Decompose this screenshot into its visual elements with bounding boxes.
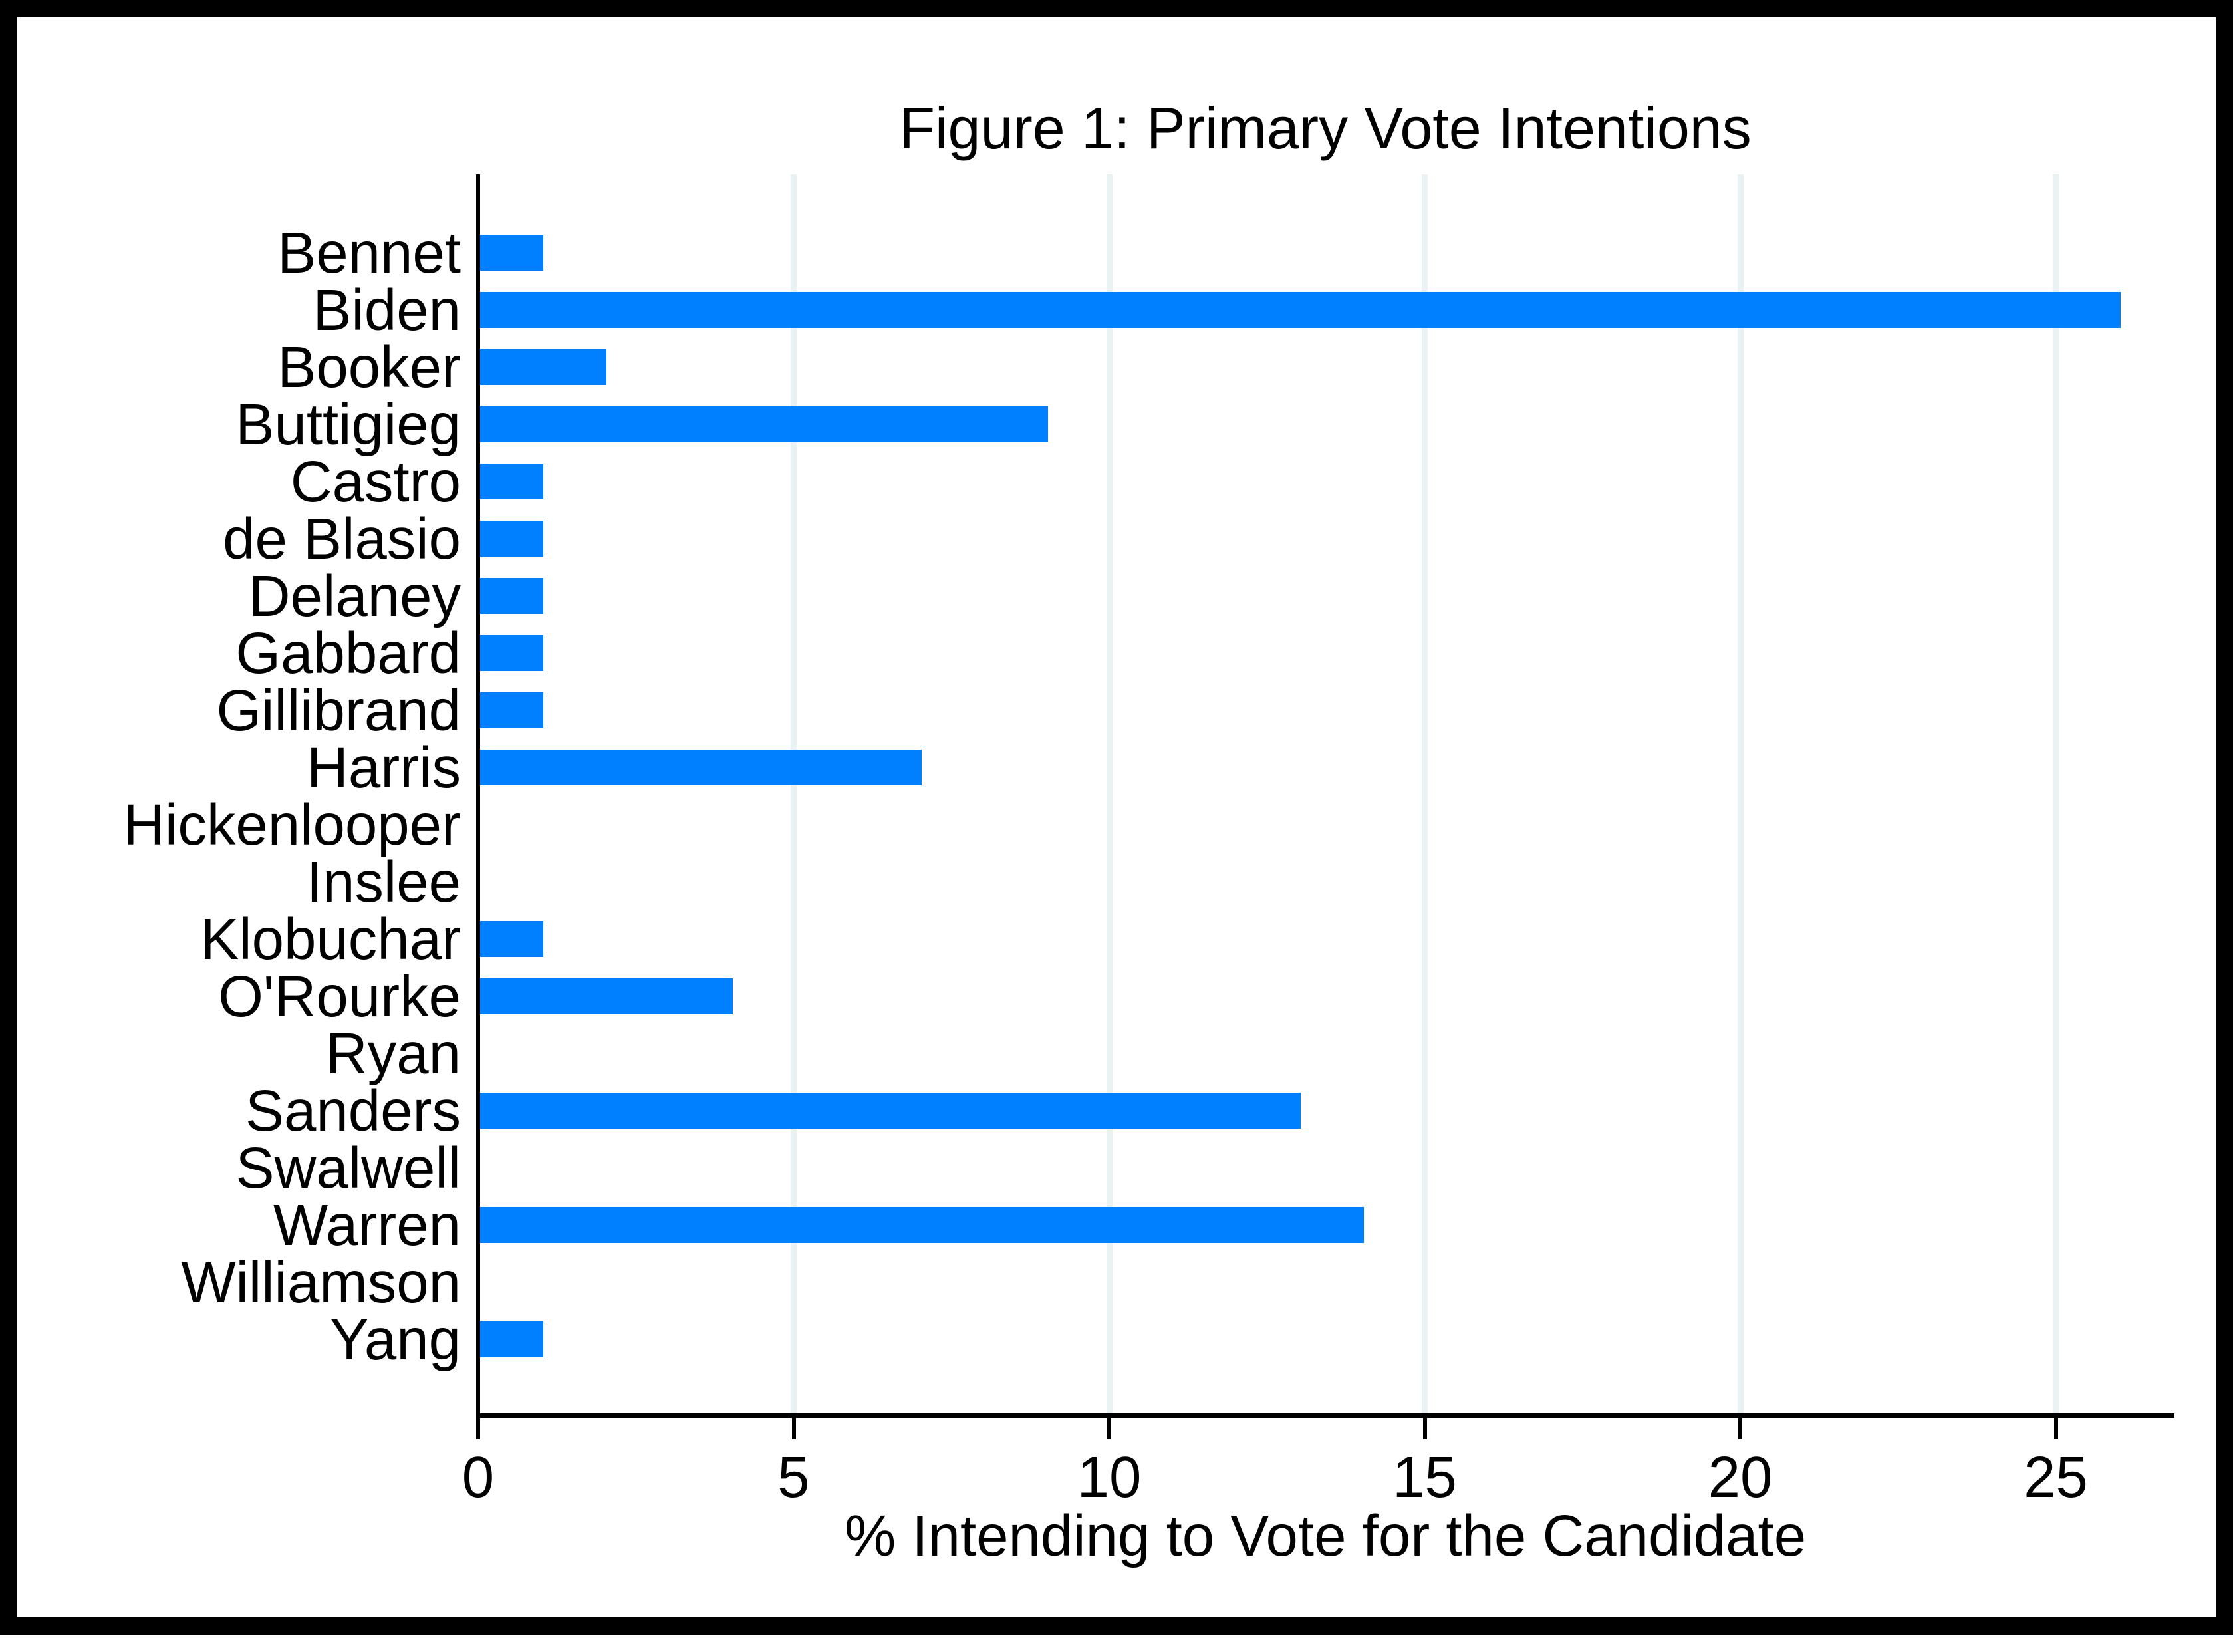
gridline xyxy=(1106,174,1113,1413)
y-axis-line xyxy=(476,174,480,1439)
category-label: Yang xyxy=(330,1307,461,1372)
x-tick xyxy=(1422,1418,1427,1439)
plot-area: Bennet Biden Booker Buttigieg Castro de Blasi… xyxy=(17,17,2233,1652)
x-tick-label: 15 xyxy=(1392,1445,1457,1510)
bar xyxy=(480,635,543,671)
gridline xyxy=(791,174,797,1413)
category-label: Castro xyxy=(290,449,461,514)
category-label: Hickenlooper xyxy=(123,792,461,857)
x-tick xyxy=(476,1418,480,1439)
bar xyxy=(480,978,733,1014)
category-label: Williamson xyxy=(181,1250,461,1315)
bar xyxy=(480,292,2121,328)
bar xyxy=(480,1207,1364,1243)
category-label: Sanders xyxy=(245,1078,461,1143)
x-tick-label: 10 xyxy=(1077,1445,1142,1510)
x-tick-label: 25 xyxy=(2024,1445,2088,1510)
category-label: Swalwell xyxy=(235,1135,461,1200)
gridline xyxy=(1422,174,1428,1413)
category-label: Bennet xyxy=(277,220,461,285)
bar xyxy=(480,692,543,728)
chart-title: Figure 1: Primary Vote Intentions xyxy=(899,95,1752,161)
x-axis-line xyxy=(476,1413,2174,1418)
bar xyxy=(480,1093,1301,1129)
x-axis-label: % Intending to Vote for the Candidate xyxy=(844,1504,1807,1568)
x-tick xyxy=(1738,1418,1742,1439)
category-label: Gabbard xyxy=(235,620,461,686)
x-tick xyxy=(2053,1418,2058,1439)
bar xyxy=(480,578,543,614)
x-tick xyxy=(791,1418,796,1439)
bar xyxy=(480,1321,543,1357)
category-label: Booker xyxy=(277,335,461,400)
category-label: Klobuchar xyxy=(200,906,461,972)
x-tick-label: 20 xyxy=(1708,1445,1773,1510)
category-label: Gillibrand xyxy=(216,678,461,743)
category-label: Biden xyxy=(313,277,461,343)
x-tick-label: 0 xyxy=(461,1445,495,1510)
bar xyxy=(480,464,543,499)
bar xyxy=(480,750,922,785)
category-label: Harris xyxy=(307,735,461,800)
category-label: de Blasio xyxy=(223,506,461,571)
category-label: Ryan xyxy=(325,1021,461,1086)
gridline xyxy=(1737,174,1744,1413)
bar xyxy=(480,349,606,385)
category-label: Buttigieg xyxy=(235,392,461,457)
bar xyxy=(480,521,543,557)
category-label: Inslee xyxy=(306,849,461,914)
category-label: Delaney xyxy=(248,563,461,628)
bar xyxy=(480,406,1049,442)
x-tick-label: 5 xyxy=(777,1445,810,1510)
gridline xyxy=(2053,174,2059,1413)
category-label: Warren xyxy=(273,1192,461,1258)
bar xyxy=(480,235,543,271)
category-label: O'Rourke xyxy=(218,964,461,1029)
bar xyxy=(480,921,543,957)
x-tick xyxy=(1107,1418,1111,1439)
